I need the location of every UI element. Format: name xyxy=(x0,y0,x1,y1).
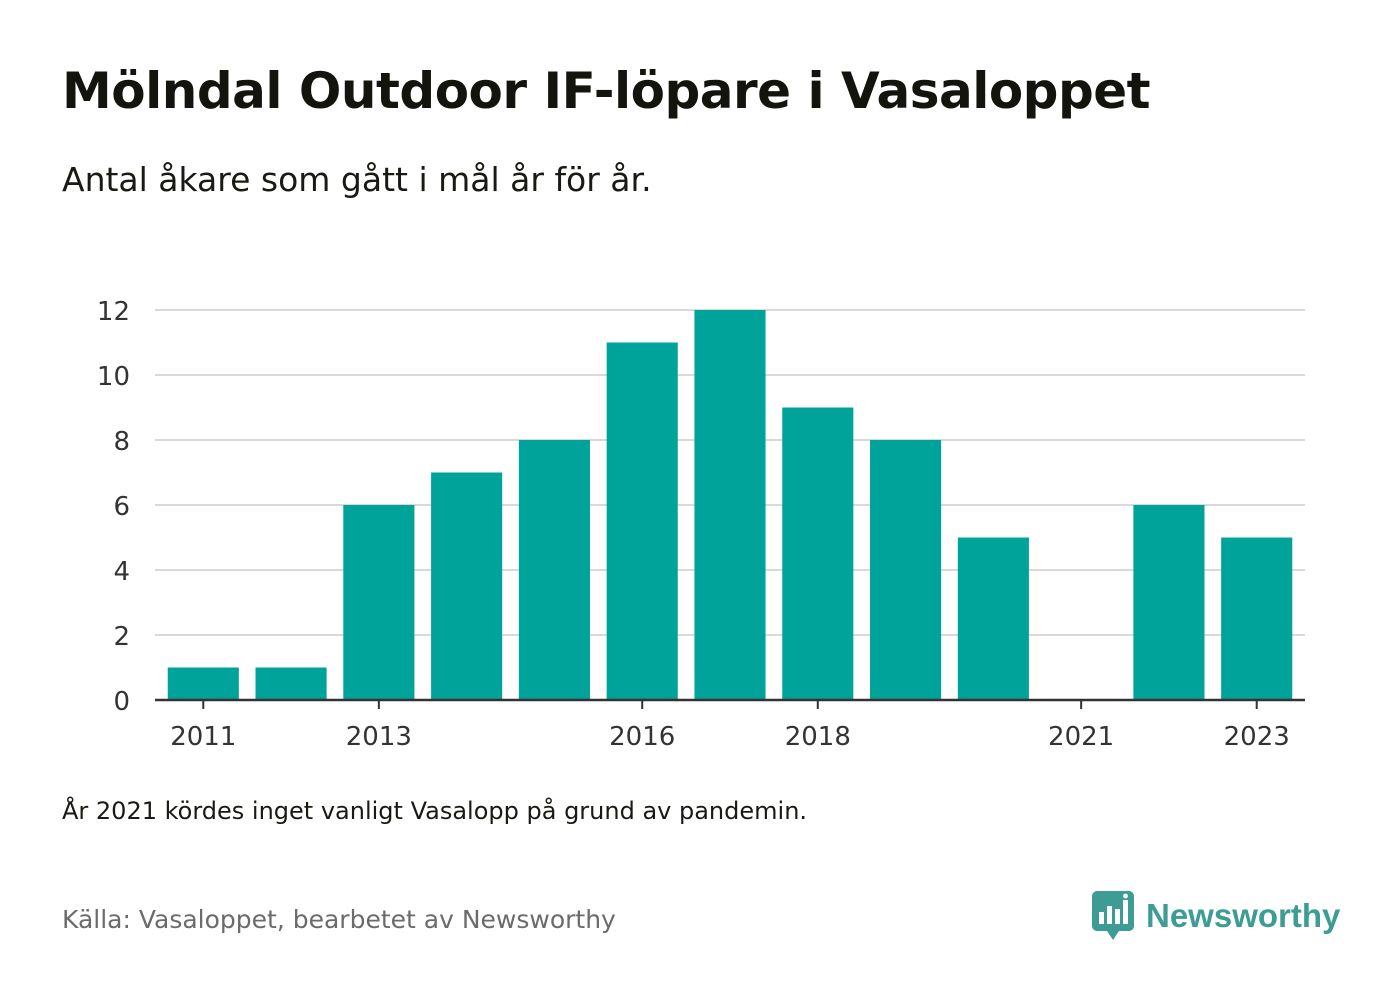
x-tick-label: 2021 xyxy=(1048,722,1114,752)
x-tick-label: 2018 xyxy=(785,722,851,752)
y-tick-label: 0 xyxy=(113,687,130,717)
x-tick-label: 2023 xyxy=(1224,722,1290,752)
bar-2023 xyxy=(1221,537,1293,700)
chart-subtitle: Antal åkare som gått i mål år för år. xyxy=(62,160,652,199)
y-tick-label: 4 xyxy=(113,557,130,587)
source-credit: Källa: Vasaloppet, bearbetet av Newswort… xyxy=(62,905,616,934)
footnote: År 2021 kördes inget vanligt Vasalopp på… xyxy=(62,797,808,825)
bar-2020 xyxy=(957,537,1029,700)
bar-2018 xyxy=(782,407,854,700)
bar-chart: 0 2 4 6 8 10 12 2011 2013 2016 2018 2021 2023 xyxy=(97,297,1305,752)
x-tick-label: 2016 xyxy=(609,722,675,752)
bar-2016 xyxy=(606,342,678,700)
bar-2017 xyxy=(694,310,766,700)
bar-2011 xyxy=(167,667,239,700)
x-tick-label: 2013 xyxy=(346,722,412,752)
y-tick-label: 12 xyxy=(97,297,130,327)
y-tick-label: 10 xyxy=(97,362,130,392)
y-tick-label: 6 xyxy=(113,492,130,522)
y-tick-label: 8 xyxy=(113,427,130,457)
newsworthy-logo-icon xyxy=(1092,891,1134,940)
bar-2015 xyxy=(518,440,590,700)
bar-2022 xyxy=(1133,505,1205,700)
brand-logo: Newsworthy xyxy=(1092,890,1340,942)
y-tick-label: 2 xyxy=(113,622,130,652)
bar-2014 xyxy=(431,472,503,700)
bar-2019 xyxy=(870,440,942,700)
chart-title: Mölndal Outdoor IF-löpare i Vasaloppet xyxy=(62,62,1151,120)
bar-2012 xyxy=(255,667,327,700)
bar-2013 xyxy=(343,505,415,700)
x-tick-label: 2011 xyxy=(170,722,236,752)
brand-name: Newsworthy xyxy=(1146,897,1341,934)
